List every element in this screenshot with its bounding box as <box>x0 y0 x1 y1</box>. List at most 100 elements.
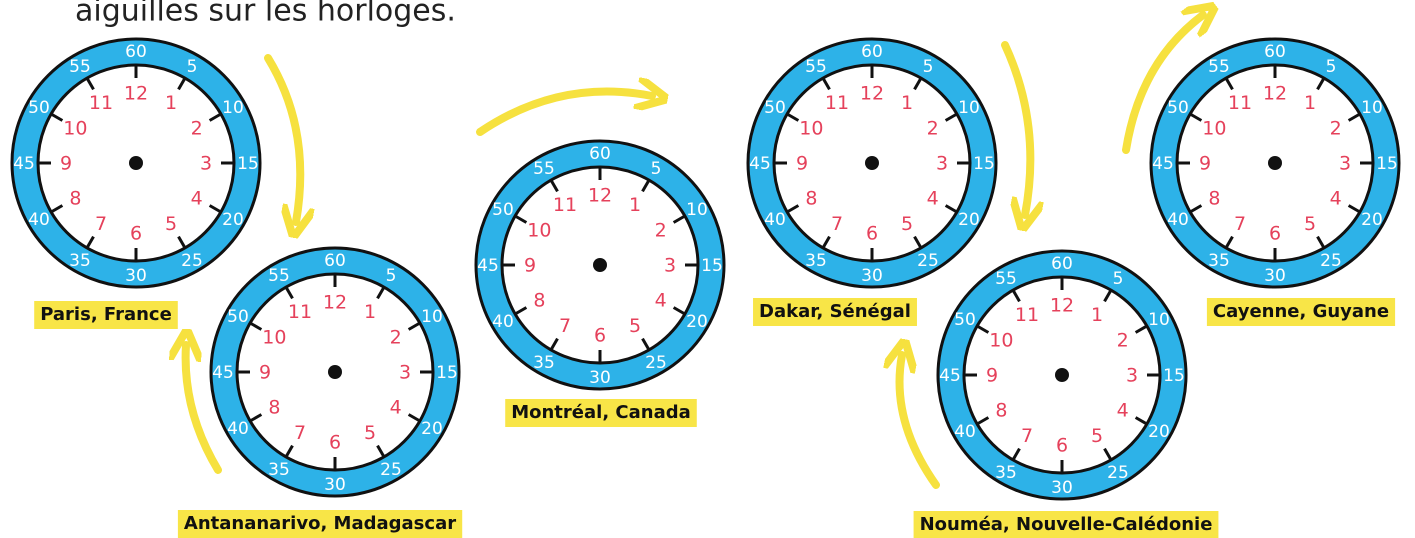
minute-label: 5 <box>187 57 198 77</box>
minute-label: 35 <box>533 353 555 373</box>
hour-label: 5 <box>1091 425 1103 447</box>
hour-label: 7 <box>1021 425 1033 447</box>
minute-label: 25 <box>917 251 939 271</box>
minute-label: 20 <box>1148 422 1170 442</box>
tick <box>208 112 222 122</box>
minute-label: 5 <box>1113 269 1124 289</box>
minute-label: 60 <box>1264 42 1286 62</box>
hour-label: 10 <box>799 118 823 140</box>
minute-label: 35 <box>995 463 1017 483</box>
label-highlight <box>753 298 917 326</box>
label-highlight <box>34 301 178 329</box>
minute-label: 35 <box>268 460 290 480</box>
tick <box>1103 447 1113 461</box>
minute-label: 35 <box>69 251 91 271</box>
hour-label: 9 <box>986 365 998 387</box>
minute-label: 10 <box>958 98 980 118</box>
minute-label: 60 <box>861 42 883 62</box>
minute-label: 45 <box>13 154 35 174</box>
tick <box>821 77 831 91</box>
minute-label: 10 <box>686 200 708 220</box>
minute-label: 25 <box>1107 463 1129 483</box>
hour-label: 10 <box>63 118 87 140</box>
hour-label: 1 <box>165 92 177 114</box>
minute-label: 10 <box>421 307 443 327</box>
minute-label: 20 <box>421 419 443 439</box>
hour-label: 3 <box>664 255 676 277</box>
hour-label: 8 <box>268 397 280 419</box>
tick <box>1316 77 1326 91</box>
hour-label: 11 <box>553 194 577 216</box>
tick <box>284 444 294 458</box>
clock-label: Dakar, Sénégal <box>759 301 911 322</box>
arrow <box>186 345 222 474</box>
minute-label: 30 <box>861 266 883 286</box>
hour-label: 6 <box>1269 223 1281 245</box>
hour-label: 6 <box>594 325 606 347</box>
arrows <box>186 15 1203 489</box>
hour-label: 5 <box>165 213 177 235</box>
minute-label: 20 <box>222 210 244 230</box>
minute-label: 5 <box>651 159 662 179</box>
hour-label: 4 <box>191 188 203 210</box>
hour-label: 5 <box>364 422 376 444</box>
minute-label: 30 <box>324 475 346 495</box>
hour-label: 1 <box>1304 92 1316 114</box>
tick <box>177 235 187 249</box>
clock-label: Montréal, Canada <box>511 402 691 423</box>
hour-label: 7 <box>95 213 107 235</box>
tick <box>913 77 923 91</box>
hour-label: 9 <box>60 153 72 175</box>
arrow <box>1001 41 1030 215</box>
tick <box>208 204 222 214</box>
hour-label: 8 <box>1208 188 1220 210</box>
hour-label: 1 <box>364 301 376 323</box>
clock-center <box>328 365 342 379</box>
hour-label: 12 <box>1263 83 1287 105</box>
minute-label: 55 <box>995 269 1017 289</box>
clock-label: Nouméa, Nouvelle-Calédonie <box>920 514 1213 535</box>
hour-label: 12 <box>588 185 612 207</box>
tick <box>284 286 294 300</box>
tick <box>976 324 990 334</box>
hour-label: 6 <box>1056 435 1068 457</box>
title: aiguilles sur les horloges. <box>75 0 456 29</box>
minute-label: 55 <box>1208 57 1230 77</box>
minute-label: 30 <box>1051 478 1073 498</box>
hour-label: 4 <box>655 290 667 312</box>
tick <box>376 286 386 300</box>
hour-label: 1 <box>1091 304 1103 326</box>
hour-label: 12 <box>323 292 347 314</box>
hour-label: 10 <box>1202 118 1226 140</box>
hour-label: 10 <box>262 327 286 349</box>
minute-label: 50 <box>1167 98 1189 118</box>
tick <box>821 235 831 249</box>
hour-label: 7 <box>559 315 571 337</box>
minute-label: 35 <box>805 251 827 271</box>
hour-label: 2 <box>1117 330 1129 352</box>
clock-center <box>1268 156 1282 170</box>
minute-label: 15 <box>436 363 458 383</box>
hour-label: 8 <box>533 290 545 312</box>
hour-label: 12 <box>1050 295 1074 317</box>
tick <box>786 112 800 122</box>
hour-label: 3 <box>399 362 411 384</box>
hour-label: 5 <box>901 213 913 235</box>
hour-label: 5 <box>629 315 641 337</box>
hour-label: 8 <box>69 188 81 210</box>
minute-label: 50 <box>954 310 976 330</box>
hour-label: 7 <box>831 213 843 235</box>
hour-label: 4 <box>1117 400 1129 422</box>
tick <box>672 306 686 316</box>
tick <box>1224 235 1234 249</box>
hour-label: 1 <box>629 194 641 216</box>
minute-label: 15 <box>1376 154 1398 174</box>
minute-label: 45 <box>1152 154 1174 174</box>
tick <box>1224 77 1234 91</box>
